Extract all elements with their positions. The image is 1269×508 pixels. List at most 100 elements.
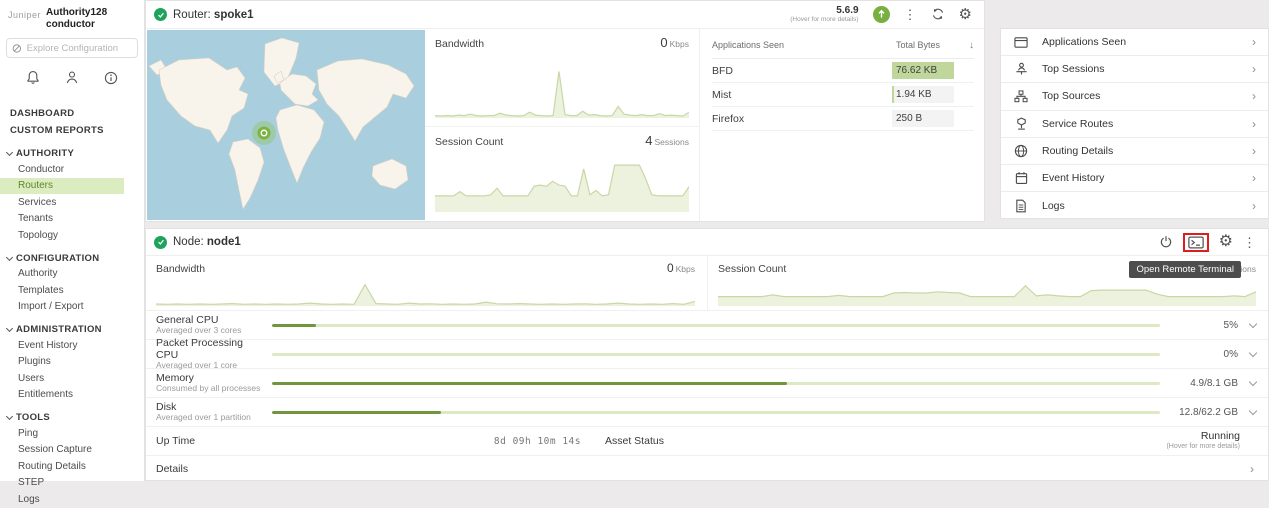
expand-chevron-icon[interactable] bbox=[1248, 406, 1258, 415]
bandwidth-value: 0 Kbps bbox=[660, 35, 689, 50]
metric-general-cpu: General CPU Averaged over 3 cores 5% bbox=[146, 311, 1268, 340]
router-bandwidth-chart[interactable]: Bandwidth 0 Kbps bbox=[425, 29, 699, 126]
user-account-icon[interactable] bbox=[65, 70, 79, 85]
sidebar-item-step[interactable]: STEP bbox=[18, 477, 45, 488]
metric-memory: Memory Consumed by all processes 4.9/8.1… bbox=[146, 369, 1268, 398]
calendar-icon bbox=[1013, 171, 1029, 185]
sidebar-item-services[interactable]: Services bbox=[18, 196, 57, 208]
version-hint: (Hover for more details) bbox=[790, 16, 859, 24]
sidebar-section-configuration[interactable]: CONFIGURATION bbox=[0, 250, 144, 266]
table-row[interactable]: BFD 76.62 KB bbox=[712, 59, 974, 83]
table-row[interactable]: Mist 1.94 KB bbox=[712, 83, 974, 107]
app-logo: Juniper Authority128 conductor bbox=[0, 0, 144, 30]
link-routing-details[interactable]: Routing Details › bbox=[1001, 138, 1268, 165]
sidebar-item-plugins[interactable]: Plugins bbox=[18, 356, 51, 367]
node-name: node1 bbox=[206, 236, 241, 248]
chevron-right-icon: › bbox=[1252, 198, 1256, 213]
sidebar-item-routing-details[interactable]: Routing Details bbox=[18, 460, 86, 472]
upgrade-available-icon[interactable] bbox=[872, 5, 890, 23]
router-name: spoke1 bbox=[213, 8, 254, 21]
link-applications-seen[interactable]: Applications Seen › bbox=[1001, 29, 1268, 57]
sidebar-item-templates[interactable]: Templates bbox=[18, 284, 64, 296]
sidebar-item-session-capture[interactable]: Session Capture bbox=[18, 444, 92, 455]
remote-terminal-icon[interactable] bbox=[1187, 236, 1204, 249]
apps-table-header: Applications Seen Total Bytes ↓ bbox=[712, 34, 974, 59]
sidebar-item-event-history[interactable]: Event History bbox=[18, 339, 78, 351]
uptime-value: 8d 09h 10m 14s bbox=[493, 435, 581, 447]
router-charts-column: Bandwidth 0 Kbps Session Count 4 Sessions bbox=[425, 29, 700, 221]
sidebar-section-tools[interactable]: TOOLS bbox=[0, 409, 144, 425]
chevron-down-icon bbox=[5, 324, 14, 333]
sidebar-item-topology[interactable]: Topology bbox=[18, 229, 59, 241]
sidebar-item-users[interactable]: Users bbox=[18, 372, 45, 384]
asset-status-value: Running (Hover for more details) bbox=[1166, 430, 1240, 450]
router-location-map[interactable] bbox=[147, 30, 425, 220]
memory-usage-bar bbox=[272, 381, 1160, 385]
link-top-sources[interactable]: Top Sources › bbox=[1001, 83, 1268, 111]
node-bandwidth-sparkline bbox=[156, 280, 695, 306]
sidebar-item-logs[interactable]: Logs bbox=[18, 493, 40, 505]
node-title: Node: node1 bbox=[173, 236, 241, 248]
link-logs[interactable]: Logs › bbox=[1001, 192, 1268, 219]
sidebar-icon-row bbox=[0, 58, 144, 95]
search-input[interactable] bbox=[26, 42, 132, 54]
top-sessions-icon bbox=[1013, 62, 1029, 76]
router-sessions-chart[interactable]: Session Count 4 Sessions bbox=[425, 126, 699, 221]
status-ok-icon bbox=[154, 8, 167, 21]
expand-chevron-icon[interactable] bbox=[1248, 348, 1258, 357]
chevron-right-icon: › bbox=[1252, 62, 1256, 77]
metric-packet-cpu: Packet Processing CPU Averaged over 1 co… bbox=[146, 337, 1268, 370]
sidebar-item-tenants[interactable]: Tenants bbox=[18, 213, 54, 224]
col-total-bytes[interactable]: Total Bytes bbox=[896, 40, 941, 50]
table-row[interactable]: Firefox 250 B bbox=[712, 107, 974, 131]
juniper-logo: Juniper bbox=[8, 10, 42, 20]
bytes-bar-cell: 1.94 KB bbox=[892, 86, 954, 103]
applications-seen-table: Applications Seen Total Bytes ↓ BFD 76.6… bbox=[700, 29, 984, 221]
sidebar-section-administration[interactable]: ADMINISTRATION bbox=[0, 321, 144, 337]
world-map bbox=[147, 30, 425, 220]
session-count-label: Session Count bbox=[718, 263, 787, 275]
notifications-bell-icon[interactable] bbox=[26, 70, 40, 85]
explore-configuration-search[interactable] bbox=[6, 38, 138, 58]
sidebar-item-custom-reports[interactable]: CUSTOM REPORTS bbox=[10, 125, 104, 136]
node-more-menu-icon[interactable]: ⋮ bbox=[1243, 234, 1256, 250]
chevron-down-icon bbox=[5, 148, 14, 157]
annotation-highlight-box bbox=[1182, 232, 1209, 252]
router-title: Router: spoke1 bbox=[173, 8, 254, 21]
sidebar-item-ping[interactable]: Ping bbox=[18, 427, 39, 439]
sidebar-item-conductor[interactable]: Conductor bbox=[18, 163, 65, 175]
chevron-down-icon bbox=[5, 253, 14, 261]
sidebar-item-import-export[interactable]: Import / Export bbox=[18, 301, 84, 312]
info-icon[interactable] bbox=[104, 71, 118, 85]
sidebar: Juniper Authority128 conductor DASHBOARD… bbox=[0, 0, 145, 505]
link-event-history[interactable]: Event History › bbox=[1001, 165, 1268, 193]
node-panel: Node: node1 ⚙ ⋮ Bandwidth 0 Kbps bbox=[145, 228, 1269, 481]
details-expander[interactable]: Details › bbox=[156, 462, 1254, 476]
sidebar-section-authority[interactable]: AUTHORITY bbox=[0, 145, 144, 161]
router-more-menu-icon[interactable]: ⋮ bbox=[903, 6, 917, 22]
col-applications-seen[interactable]: Applications Seen bbox=[712, 40, 785, 50]
sidebar-item-routers[interactable]: Routers bbox=[0, 177, 124, 194]
expand-chevron-icon[interactable] bbox=[1248, 377, 1258, 386]
node-settings-gear-icon[interactable]: ⚙ bbox=[1218, 233, 1233, 250]
sidebar-item-entitlements[interactable]: Entitlements bbox=[18, 389, 74, 400]
router-map-marker bbox=[252, 121, 276, 145]
bandwidth-sparkline bbox=[435, 68, 689, 118]
link-service-routes[interactable]: Service Routes › bbox=[1001, 111, 1268, 138]
chevron-right-icon: › bbox=[1252, 143, 1256, 158]
metric-disk: Disk Averaged over 1 partition 12.8/62.2… bbox=[146, 398, 1268, 427]
sidebar-item-authority-config[interactable]: Authority bbox=[18, 268, 58, 279]
refresh-icon[interactable] bbox=[931, 7, 945, 21]
router-settings-gear-icon[interactable]: ⚙ bbox=[958, 5, 972, 23]
node-bandwidth-chart[interactable]: Bandwidth 0 Kbps bbox=[146, 256, 707, 310]
sort-descending-icon[interactable]: ↓ bbox=[969, 39, 974, 51]
service-routes-icon bbox=[1013, 117, 1029, 131]
chevron-right-icon: › bbox=[1252, 171, 1256, 186]
sidebar-item-dashboard[interactable]: DASHBOARD bbox=[10, 108, 75, 119]
expand-chevron-icon[interactable] bbox=[1248, 319, 1258, 328]
power-icon[interactable] bbox=[1159, 235, 1173, 249]
router-panel-header: Router: spoke1 5.6.9 (Hover for more det… bbox=[146, 1, 984, 29]
link-top-sessions[interactable]: Top Sessions › bbox=[1001, 56, 1268, 84]
circle-slash-icon bbox=[12, 43, 21, 53]
